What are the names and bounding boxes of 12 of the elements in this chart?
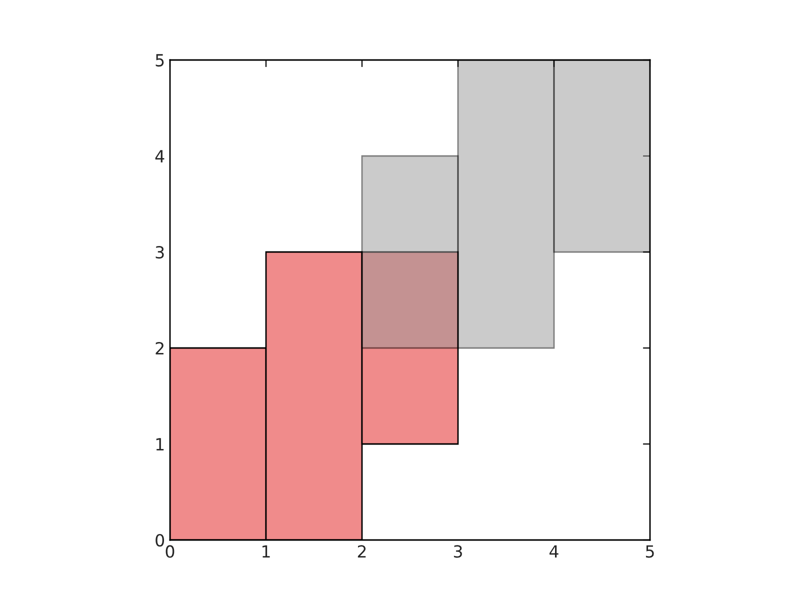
y-tick-label: 0 [156, 534, 164, 547]
y-tick-label: 3 [156, 246, 164, 259]
y-tick-label: 1 [156, 438, 164, 450]
x-tick-label: 5 [646, 545, 654, 558]
y-tick-label: 4 [155, 150, 164, 162]
x-tick-label: 4 [550, 545, 558, 558]
y-tick-label: 5 [156, 54, 164, 67]
x-tick-label: 1 [262, 545, 270, 558]
y-tick-label: 2 [156, 342, 164, 354]
x-tick-label: 3 [454, 545, 462, 558]
x-tick-label: 2 [358, 545, 366, 558]
x-tick-label: 0 [166, 545, 174, 558]
